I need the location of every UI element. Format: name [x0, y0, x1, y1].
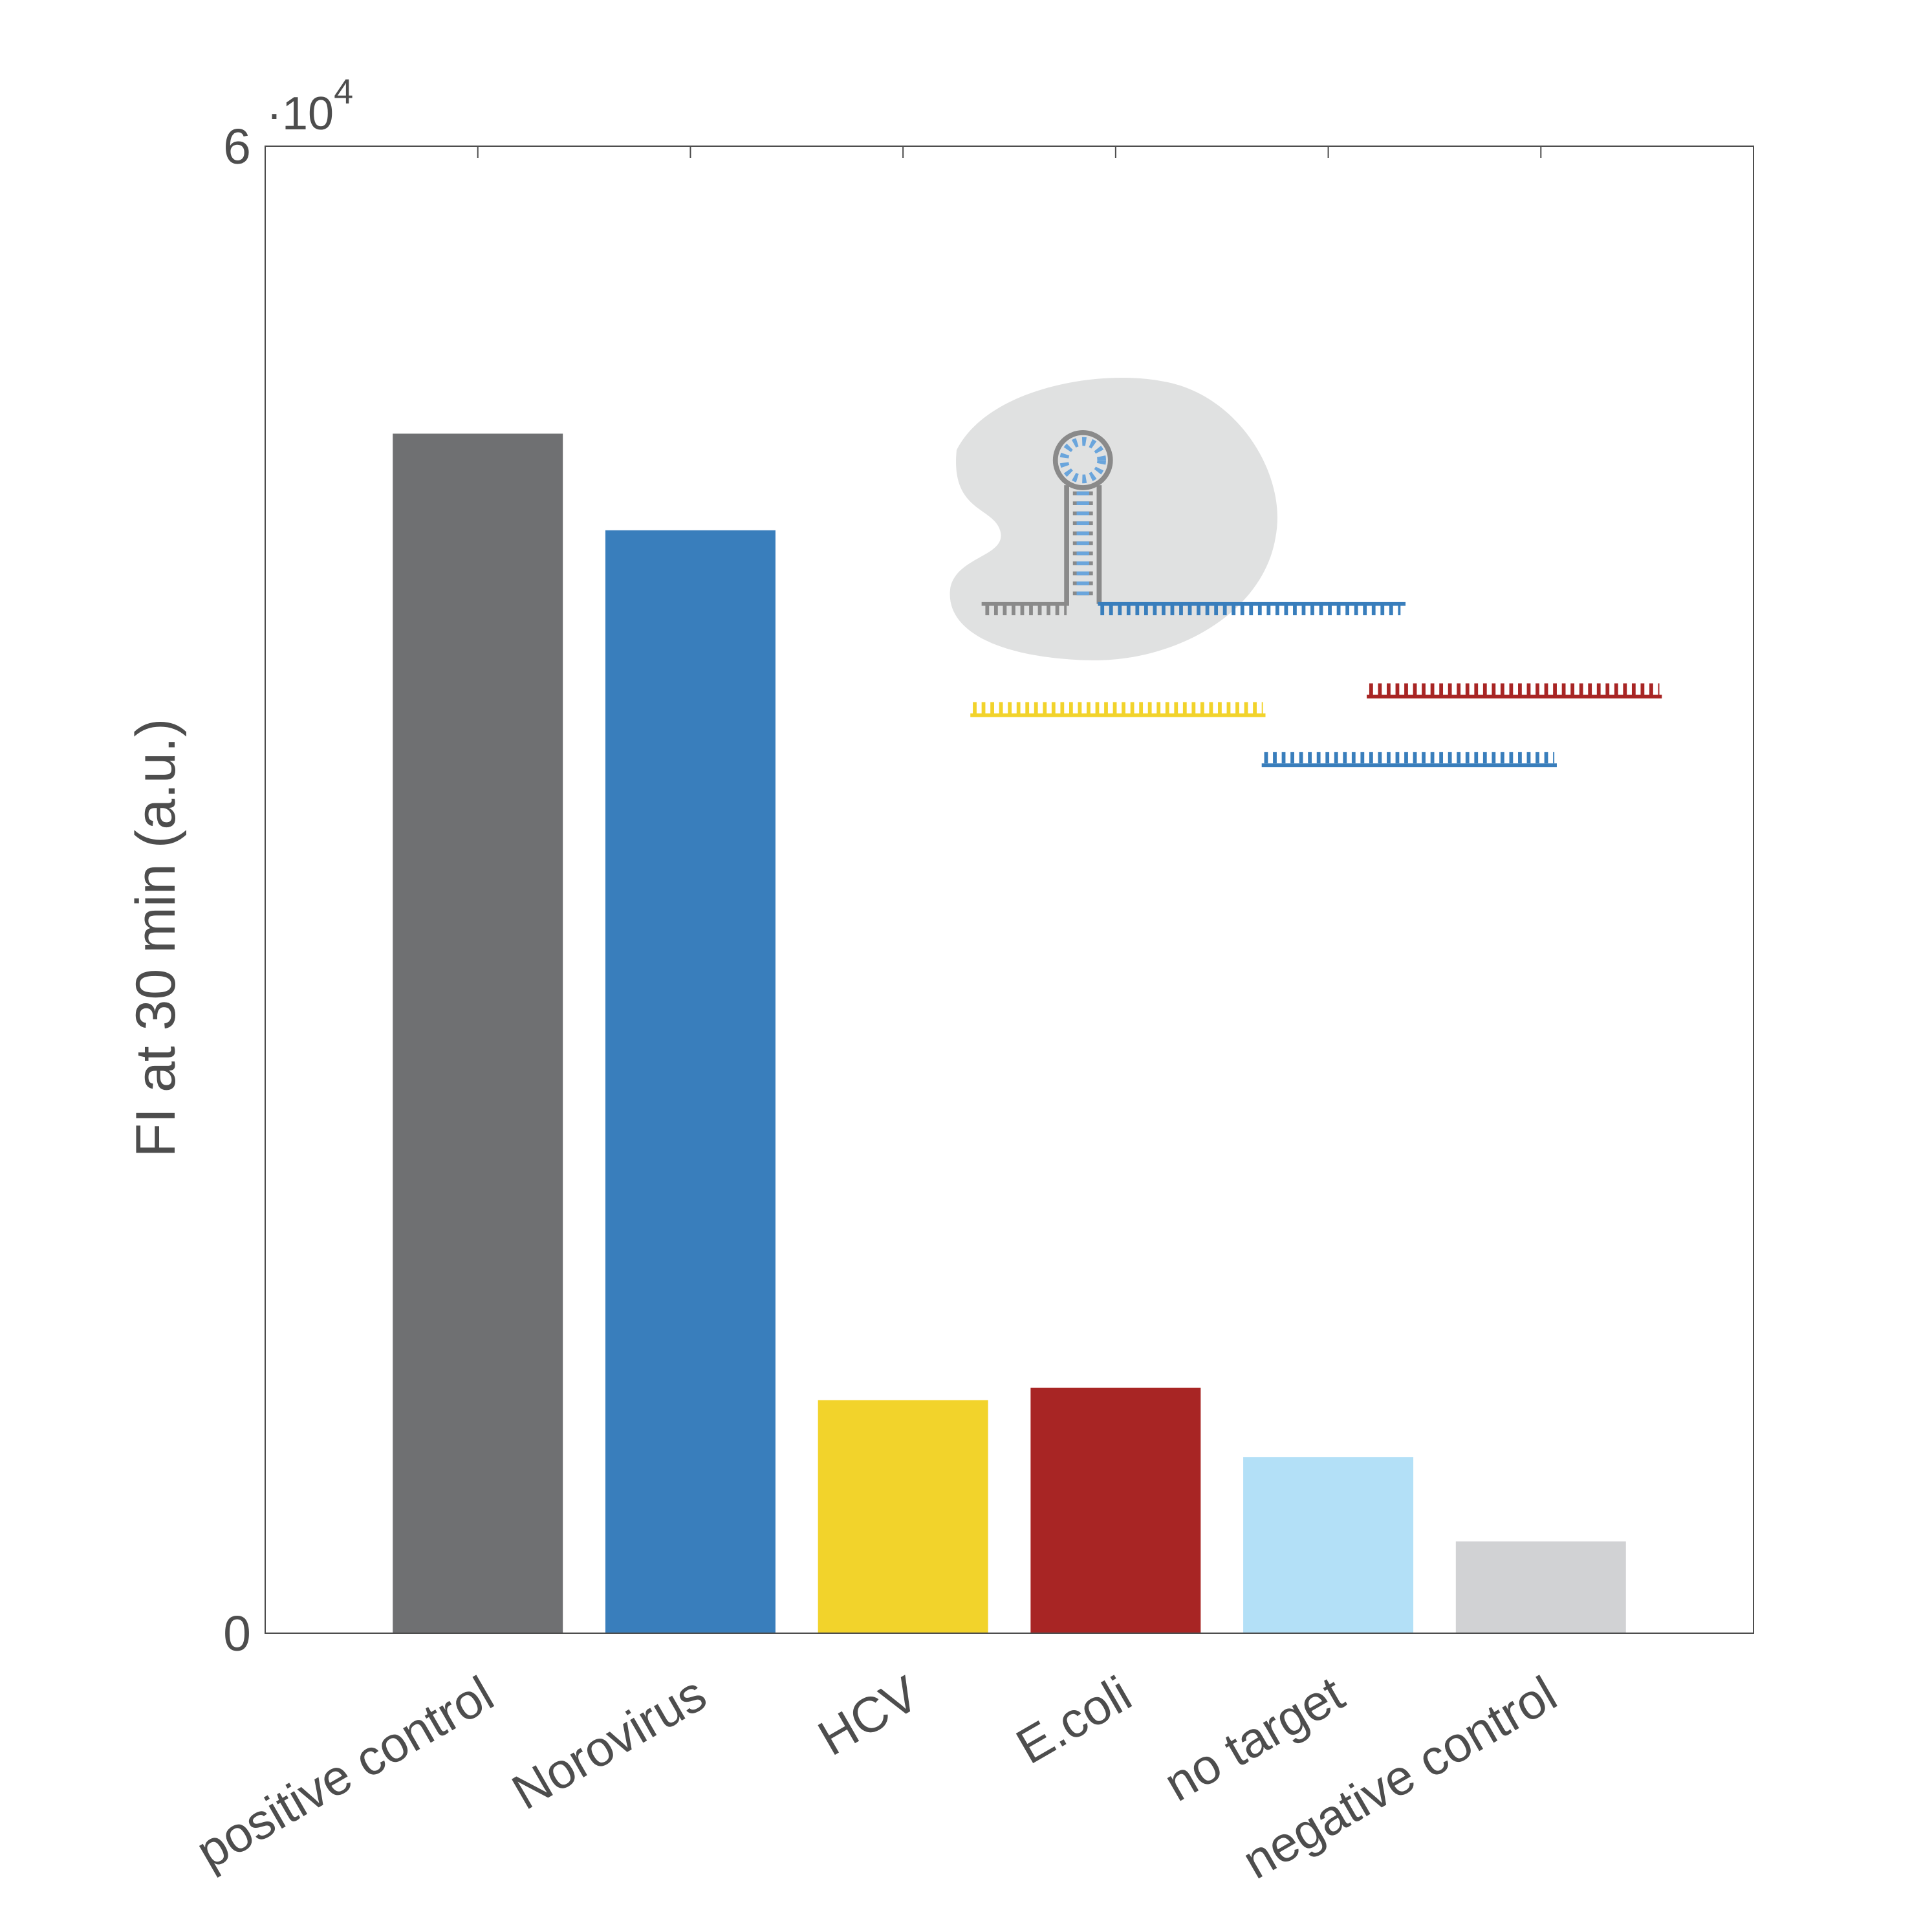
- bar: [1455, 1541, 1626, 1633]
- bar: [1030, 1387, 1201, 1633]
- bar: [393, 433, 563, 1633]
- hairpin-loop: [1052, 430, 1113, 490]
- y-tick-label: 0: [223, 1606, 251, 1662]
- x-tick-label: Norovirus: [503, 1666, 715, 1820]
- plot-frame: [265, 146, 1754, 1634]
- x-tick-label: positive control: [187, 1666, 503, 1880]
- y-tick-label: 6: [223, 119, 251, 175]
- y-multiplier-base: ·10: [266, 88, 334, 140]
- inset-diagram: [950, 378, 1662, 768]
- x-tick-label: HCV: [809, 1666, 928, 1766]
- hairpin-loop-pairs: [1059, 437, 1107, 484]
- x-tick-label: E.coli: [1007, 1666, 1140, 1775]
- bar: [605, 530, 776, 1633]
- y-multiplier-power: 4: [334, 72, 353, 111]
- bar: [818, 1400, 988, 1633]
- y-axis-label: FI at 30 min (a.u.): [125, 719, 187, 1158]
- y-multiplier: ·104: [266, 72, 353, 140]
- blob: [950, 378, 1277, 660]
- bar: [1243, 1457, 1414, 1633]
